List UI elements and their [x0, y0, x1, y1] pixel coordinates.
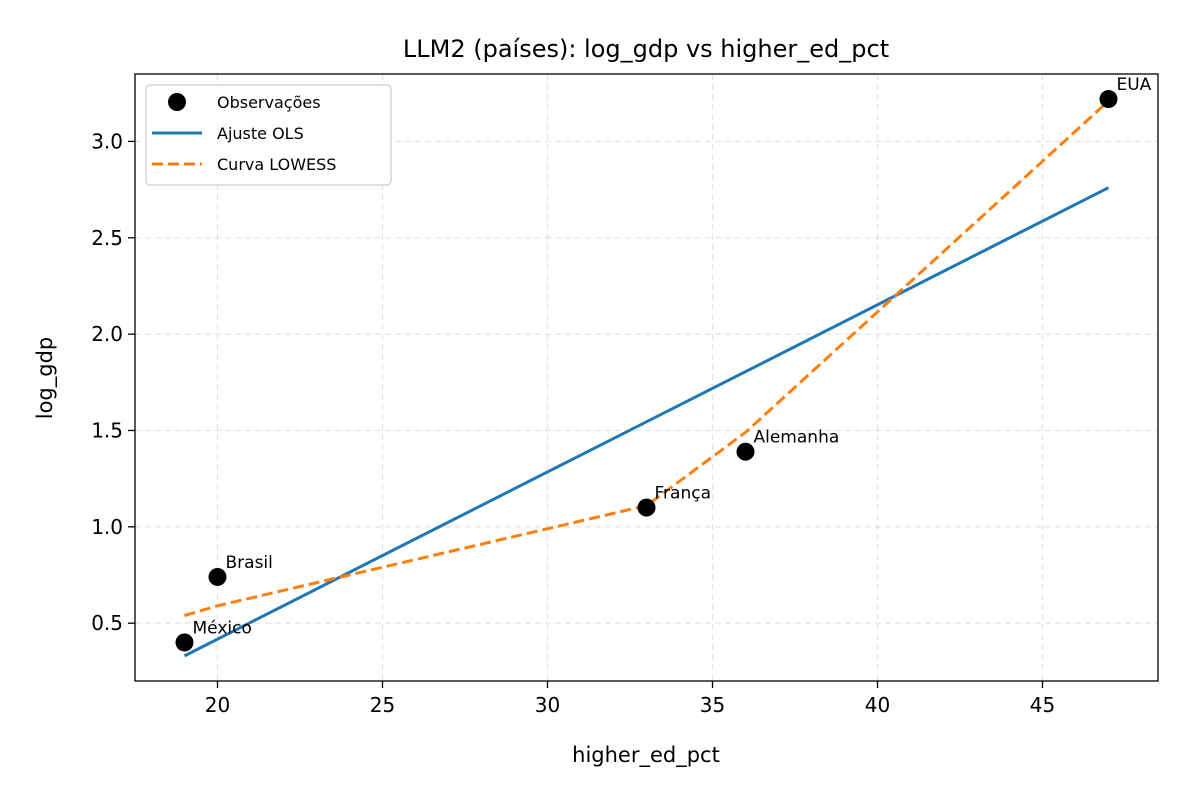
chart-title: LLM2 (países): log_gdp vs higher_ed_pct [403, 35, 889, 63]
y-tick-label: 0.5 [91, 611, 123, 635]
data-point [736, 442, 755, 461]
data-point [208, 567, 227, 586]
legend-box [145, 84, 392, 186]
points-layer: México Brasil França Alemanha EUA [175, 75, 1152, 652]
y-tick-label: 3.0 [91, 129, 123, 153]
legend-label: Curva LOWESS [217, 155, 336, 174]
point-label: França [655, 484, 712, 504]
y-tick-label: 2.0 [91, 322, 123, 346]
x-tick-label: 35 [700, 693, 725, 717]
data-point [1099, 90, 1118, 109]
point-label: EUA [1117, 75, 1152, 95]
legend: Observações Ajuste OLS Curva LOWESS [145, 84, 392, 186]
x-tick-label: 40 [865, 693, 890, 717]
point-label: Alemanha [754, 428, 840, 448]
y-tick-label: 1.0 [91, 515, 123, 539]
x-axis-label: higher_ed_pct [572, 743, 720, 768]
y-axis-label: log_gdp [33, 337, 58, 420]
x-tick-label: 25 [370, 693, 395, 717]
ols-fit-line [183, 186, 1110, 658]
data-point [175, 633, 194, 652]
point-label: Brasil [226, 553, 273, 573]
legend-label: Ajuste OLS [217, 124, 304, 143]
x-tick-label: 45 [1030, 693, 1055, 717]
plot-frame [134, 73, 1159, 682]
x-tick-label: 20 [205, 693, 230, 717]
legend-label: Observações [217, 93, 321, 112]
data-point [637, 498, 656, 517]
ticks: 20 25 30 35 40 45 0.5 1.0 1.5 2.0 2.5 3.0 [91, 129, 1055, 717]
y-tick-label: 1.5 [91, 418, 123, 442]
y-tick-label: 2.5 [91, 226, 123, 250]
x-tick-label: 30 [535, 693, 560, 717]
point-label: México [193, 618, 252, 638]
legend-marker-observations [168, 93, 186, 111]
